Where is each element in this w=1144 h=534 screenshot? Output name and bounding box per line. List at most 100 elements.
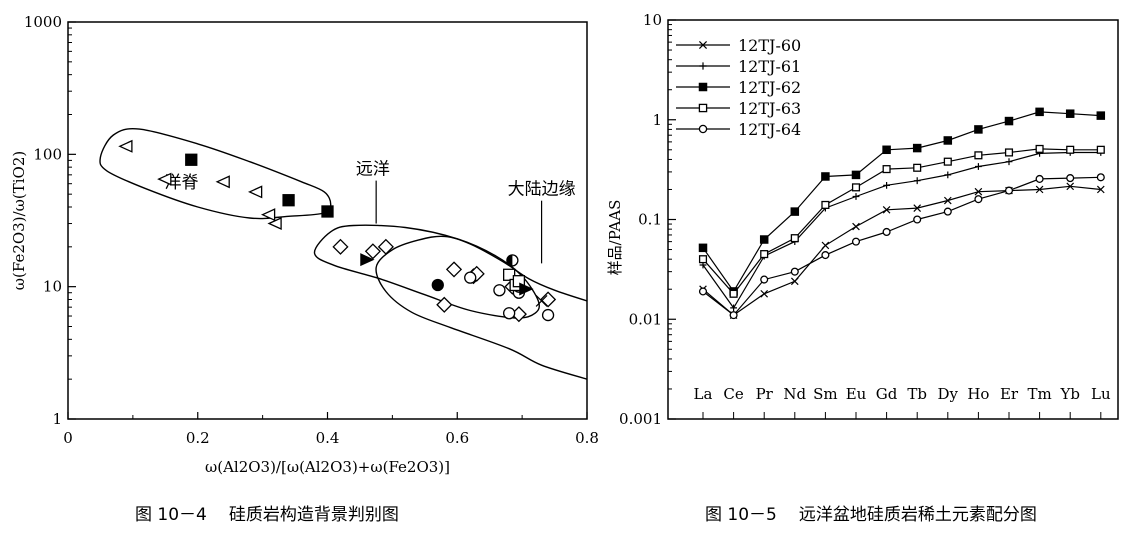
- field-label: 远洋: [356, 160, 390, 180]
- series-point: [851, 237, 861, 246]
- data-point: [493, 284, 506, 297]
- series-point: [821, 251, 830, 260]
- series-line: [702, 148, 1101, 295]
- x-tick-label: 0: [63, 429, 73, 447]
- y-tick-label: 1: [52, 410, 62, 428]
- legend-marker: [699, 62, 707, 70]
- y-tick-label: 1: [652, 111, 662, 129]
- series-point: [883, 181, 890, 189]
- series-point: [913, 204, 922, 212]
- series-point: [851, 183, 861, 192]
- y-tick-label: 10: [643, 11, 662, 29]
- series-point: [1035, 174, 1044, 183]
- series-12TJ-60: [699, 182, 1105, 319]
- series-point: [790, 267, 799, 276]
- data-point: [445, 261, 463, 278]
- data-point: [321, 205, 334, 218]
- data-point: [215, 175, 230, 189]
- field-boundary-1: [99, 128, 332, 220]
- field-boundary-3: [375, 235, 587, 380]
- series-point: [1066, 174, 1075, 183]
- field-label: 洋脊: [165, 173, 199, 193]
- data-point: [502, 268, 516, 281]
- data-point: [282, 194, 295, 207]
- series-line: [702, 151, 1101, 309]
- data-point: [360, 253, 375, 267]
- data-point: [431, 278, 444, 292]
- chart-tectonic-discrimination: 1 10 100 1000 0 0.2 0.4 0.6 0.8 ω(Al2O3)/[ω(Al2O3…: [10, 13, 599, 476]
- series-point: [943, 196, 952, 205]
- field-label: 大陆边缘: [508, 180, 576, 200]
- data-point: [157, 172, 172, 186]
- legend-label: 12TJ-64: [738, 120, 801, 139]
- series-point: [1035, 185, 1044, 194]
- data-point: [267, 217, 282, 231]
- y-tick-label: 1000: [24, 13, 62, 31]
- series-point: [790, 277, 799, 286]
- series-point: [729, 311, 738, 320]
- legend-item: 12TJ-62: [676, 78, 801, 97]
- series-point: [821, 200, 830, 209]
- legend: 12TJ-60 12TJ-61 12TJ-62 12TJ-63 12TJ-64: [676, 36, 801, 139]
- data-point: [247, 185, 263, 199]
- series-point: [698, 287, 708, 296]
- legend-marker: [698, 82, 708, 92]
- data-point: [185, 153, 198, 166]
- y-tick-label: 10: [43, 278, 62, 296]
- data-point: [506, 254, 519, 267]
- series-point: [851, 170, 861, 180]
- legend-label: 12TJ-63: [738, 99, 801, 118]
- x-category-label: Tm: [1027, 385, 1051, 403]
- series-point: [759, 235, 769, 244]
- series-point: [913, 215, 922, 224]
- x-category-label: Lu: [1091, 385, 1111, 403]
- plot-frame: [667, 19, 1119, 420]
- data-point: [118, 139, 133, 153]
- series-point: [943, 207, 952, 216]
- series-line: [702, 176, 1101, 316]
- caption-figure-10-4: 图 10－4 硅质岩构造背景判别图: [135, 500, 399, 525]
- data-point: [540, 291, 557, 308]
- y-tick-label: 0.1: [638, 211, 662, 229]
- series-12TJ-64: [698, 173, 1105, 320]
- data-point: [260, 208, 276, 222]
- series-point: [1004, 186, 1014, 195]
- y-tick-label: 100: [33, 145, 62, 163]
- series-point: [1004, 116, 1014, 126]
- x-category-label: Nd: [783, 385, 806, 403]
- legend-label: 12TJ-60: [738, 36, 801, 55]
- caption-label: 图 10－5: [705, 505, 777, 525]
- series-point: [944, 171, 952, 179]
- x-category-label: Tb: [907, 385, 927, 403]
- series-12TJ-61: [699, 149, 1105, 312]
- series-point: [729, 289, 738, 298]
- series-point: [760, 250, 769, 259]
- series-point: [974, 187, 983, 196]
- x-category-label: Ho: [967, 385, 989, 403]
- legend-item: 12TJ-61: [676, 57, 801, 76]
- legend-marker: [698, 124, 708, 134]
- data-points: [118, 139, 557, 323]
- data-point: [332, 238, 349, 255]
- series-point: [698, 255, 708, 264]
- series-point: [882, 227, 891, 237]
- legend-item: 12TJ-60: [676, 36, 801, 55]
- x-axis-title: ω(Al2O3)/[ω(Al2O3)+ω(Fe2O3)]: [205, 458, 450, 476]
- series-point: [1065, 109, 1075, 118]
- x-category-label: Dy: [938, 385, 959, 403]
- legend-item: 12TJ-63: [676, 99, 801, 118]
- series-point: [790, 234, 799, 243]
- legend-marker: [698, 103, 708, 113]
- series-point: [912, 143, 922, 153]
- series-point: [882, 145, 891, 155]
- data-point: [436, 296, 453, 313]
- series-point: [882, 165, 891, 174]
- field-boundaries: [99, 128, 587, 380]
- data-point: [535, 295, 548, 307]
- series-point: [913, 163, 922, 172]
- series-point: [882, 206, 891, 214]
- data-point: [364, 243, 381, 260]
- y-axis-title: ω(Fe2O3)/ω(TiO2): [10, 151, 28, 290]
- series-point: [974, 151, 983, 160]
